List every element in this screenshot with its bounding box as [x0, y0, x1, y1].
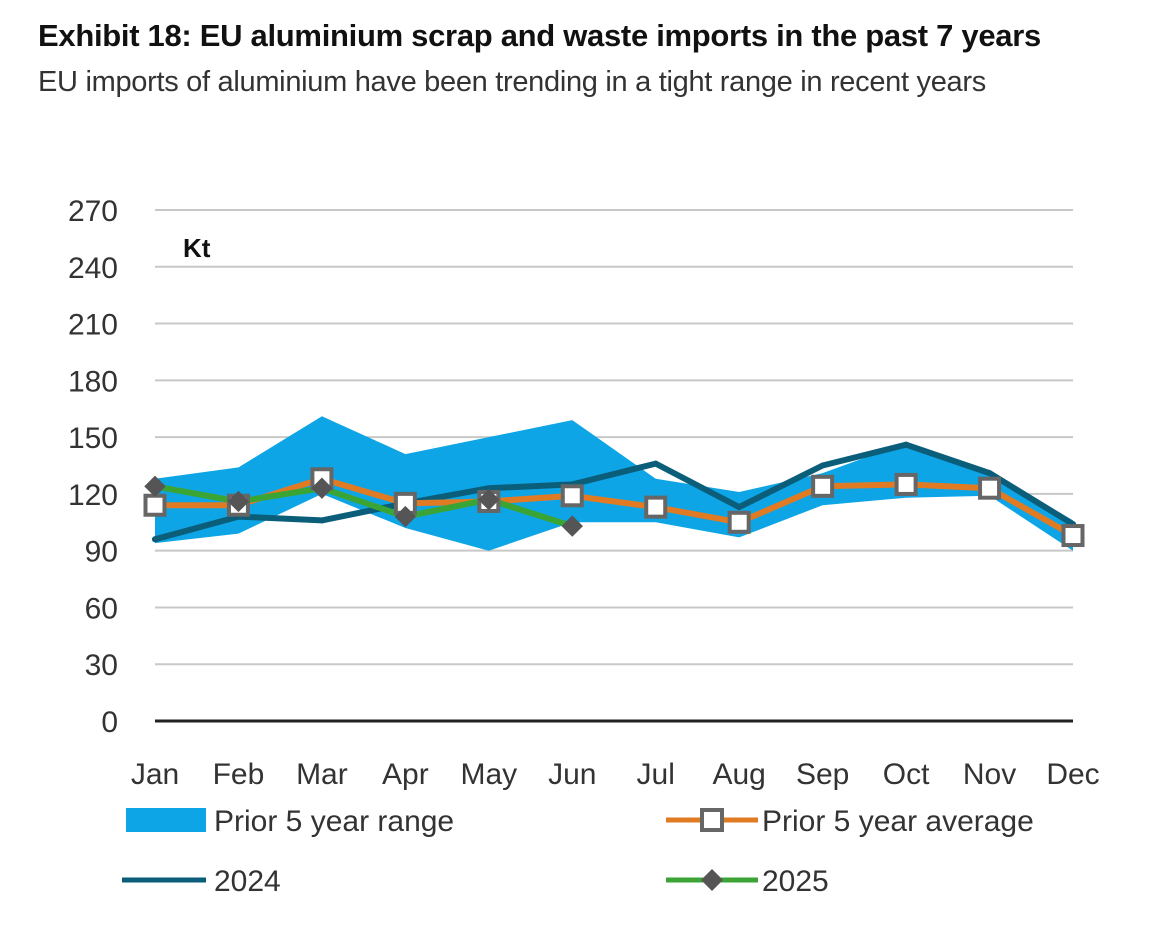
data-point-2025: [311, 477, 333, 499]
y-tick-label: 270: [68, 195, 118, 228]
x-tick-label: Jun: [548, 758, 596, 791]
x-tick-label: Jan: [131, 758, 179, 791]
data-point-2025: [394, 505, 417, 528]
y-tick-label: 90: [85, 536, 118, 569]
data-point-2024: [819, 462, 826, 469]
series-lines-layer: [152, 441, 1076, 543]
data-point-prior-5-year-average: [727, 510, 751, 534]
chart-title: Exhibit 18: EU aluminium scrap and waste…: [38, 18, 1041, 53]
data-point-prior-5-year-average: [644, 495, 668, 519]
x-tick-label: Sep: [796, 758, 849, 791]
data-point-2025: [478, 488, 500, 511]
legend-label-2025: 2025: [762, 865, 829, 898]
series-line-prior-5-year-average: [152, 475, 1076, 539]
y-tick-label: 240: [68, 252, 118, 285]
x-tick-label: Dec: [1046, 758, 1099, 791]
data-point-2025: [144, 475, 166, 498]
x-tick-label: May: [460, 758, 517, 791]
data-point-prior-5-year-average: [978, 476, 1002, 500]
data-point-prior-5-year-average: [894, 472, 918, 496]
range-area-layer: [155, 416, 1073, 551]
x-tick-label: Nov: [963, 758, 1016, 791]
data-point-2024: [318, 517, 325, 524]
x-tick-label: Mar: [296, 758, 348, 791]
data-point-2024: [903, 441, 910, 448]
data-point-2024: [152, 536, 158, 543]
data-point-prior-5-year-average: [143, 493, 167, 517]
legend-marker-prior-5-year-average: [700, 808, 724, 832]
prior-5-year-range-area: [155, 416, 1073, 551]
axes: 0 30 60 90 120 150 180 210 240 270 Jan Feb Mar Apr May…: [68, 195, 1100, 791]
data-point-prior-5-year-average: [1061, 524, 1085, 548]
y-tick-label: 150: [68, 422, 118, 455]
y-tick-label: 120: [68, 479, 118, 512]
data-point-2024: [652, 460, 659, 467]
series-markers-layer: [143, 441, 1085, 548]
series-line-2024: [152, 441, 1076, 543]
data-point-prior-5-year-average: [560, 484, 584, 508]
y-axis-unit-label: Kt: [183, 233, 211, 263]
y-tick-label: 180: [68, 365, 118, 398]
data-point-2025: [561, 515, 583, 537]
x-tick-label: Aug: [712, 758, 765, 791]
legend-marker-2025: [701, 869, 723, 891]
legend-label-prior-5-year-range: Prior 5 year range: [214, 805, 454, 838]
x-tick-label: Feb: [213, 758, 265, 791]
legend: Prior 5 year range Prior 5 year average 20…: [122, 805, 1034, 898]
x-tick-label: Oct: [883, 758, 930, 791]
data-point-2024: [986, 470, 993, 477]
data-point-prior-5-year-average: [811, 474, 835, 498]
y-tick-label: 210: [68, 309, 118, 342]
data-point-2025: [227, 490, 250, 513]
data-point-2024: [485, 485, 492, 492]
legend-swatch-prior-5-year-range: [126, 808, 206, 832]
legend-label-2024: 2024: [214, 865, 281, 898]
y-tick-label: 60: [85, 592, 118, 625]
y-tick-label: 0: [101, 706, 118, 739]
y-tick-label: 30: [85, 649, 118, 682]
series-line-2025: [152, 483, 576, 530]
legend-label-prior-5-year-average: Prior 5 year average: [762, 805, 1034, 838]
x-tick-label: Jul: [637, 758, 675, 791]
data-point-2024: [736, 504, 743, 511]
chart-subtitle: EU imports of aluminium have been trendi…: [38, 66, 986, 98]
x-tick-label: Apr: [382, 758, 429, 791]
